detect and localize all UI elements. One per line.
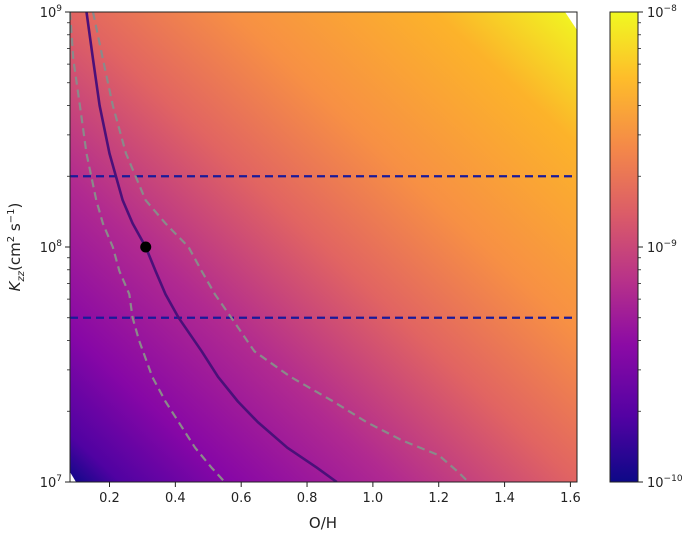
y-tick-label-exp: 9 — [56, 4, 62, 14]
colorbar-tick-label-base: 10 — [647, 476, 664, 491]
y-tick-label-base: 10 — [40, 476, 57, 491]
y-tick-label: 109 — [40, 4, 63, 21]
colorbar-tick-label-exp: −8 — [664, 4, 678, 14]
y-tick-label-base: 10 — [40, 6, 57, 21]
y-axis-label-unit-mid: s — [6, 223, 24, 236]
contour-dashed — [91, 12, 470, 482]
y-axis-label-unit-exp1: 2 — [6, 236, 17, 242]
y-axis-label-sub: zz — [16, 270, 27, 282]
x-axis: 0.2 0.4 0.6 0.8 1.0 1.2 1.4 1.6 — [99, 482, 581, 506]
colorbar: 10−810−910−10 — [609, 4, 683, 491]
y-tick-label: 107 — [40, 474, 62, 491]
colorbar-tick-label-exp: −9 — [664, 239, 678, 249]
blank-corner — [565, 12, 577, 30]
contour-dashed — [70, 12, 226, 482]
x-tick-label: 0.4 — [165, 491, 186, 506]
colorbar-fill — [609, 11, 639, 483]
y-axis-label-main: K — [6, 280, 24, 291]
plot-area — [69, 11, 578, 483]
y-tick-label-base: 10 — [40, 241, 57, 256]
y-axis-label: Kzz(cm2 s−1) — [6, 203, 27, 292]
x-tick-label: 1.4 — [494, 491, 515, 506]
y-axis-label-unit-open: (cm — [6, 242, 24, 271]
y-axis-label-unit-close: ) — [6, 203, 24, 209]
x-axis-label: O/H — [309, 514, 337, 532]
colorbar-tick-label-exp: −10 — [664, 474, 683, 484]
colorbar-tick-label: 10−10 — [647, 474, 683, 491]
x-tick-label: 0.2 — [99, 491, 120, 506]
x-tick-label: 0.8 — [297, 491, 318, 506]
colorbar-tick-label: 10−9 — [647, 239, 677, 256]
contour-solid — [85, 12, 338, 482]
x-tick-label: 1.6 — [560, 491, 581, 506]
heatmap — [70, 12, 577, 482]
colorbar-tick-label: 10−8 — [647, 4, 677, 21]
y-tick-label-exp: 8 — [56, 239, 62, 249]
colorbar-ticks: 10−810−910−10 — [638, 4, 683, 491]
colorbar-tick-label-base: 10 — [647, 241, 664, 256]
x-tick-label: 1.2 — [428, 491, 449, 506]
overlay-layer — [70, 12, 577, 482]
x-tick-label: 0.6 — [231, 491, 252, 506]
y-tick-label: 108 — [40, 239, 63, 256]
blank-corner — [70, 472, 76, 482]
y-axis-label-unit-exp2: −1 — [6, 209, 17, 224]
y-tick-label-exp: 7 — [56, 474, 62, 484]
colorbar-tick-label-base: 10 — [647, 6, 664, 21]
x-tick-label: 1.0 — [363, 491, 384, 506]
marker-point — [140, 241, 152, 253]
